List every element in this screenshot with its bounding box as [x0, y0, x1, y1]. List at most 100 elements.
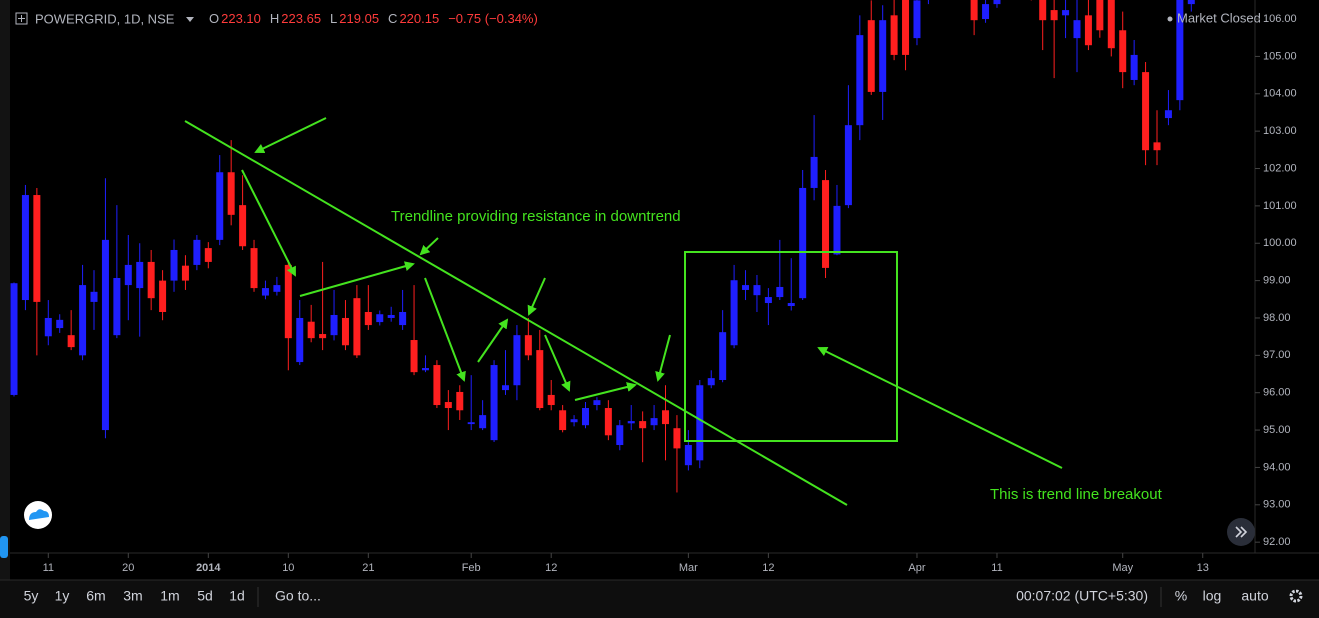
side-toggle[interactable] — [0, 536, 8, 558]
candle-body — [867, 20, 875, 92]
ohlc-value: 219.05 — [339, 11, 379, 26]
option-button[interactable]: log — [1203, 588, 1222, 604]
candle-body — [616, 425, 624, 446]
y-tick-label: 100.00 — [1263, 237, 1297, 249]
arrow — [241, 169, 296, 277]
candle-body — [124, 264, 132, 286]
candle-body — [56, 319, 64, 329]
candle-body — [639, 421, 647, 429]
candle-body — [799, 187, 807, 299]
ohlc-label: L — [330, 11, 337, 26]
x-tick-label: 20 — [122, 562, 134, 574]
candle-body — [444, 402, 452, 409]
candle-body — [410, 340, 418, 373]
range-button[interactable]: 1y — [55, 588, 70, 604]
candle-body — [216, 172, 224, 240]
option-button[interactable]: % — [1175, 588, 1187, 604]
range-button[interactable]: 3m — [123, 588, 142, 604]
range-button[interactable]: 5y — [24, 588, 39, 604]
candle-body — [136, 261, 144, 289]
candle-body — [559, 410, 567, 431]
candle-body — [513, 335, 521, 386]
candle-body — [330, 314, 338, 336]
x-tick-label: Apr — [908, 562, 925, 574]
settings-button[interactable] — [1289, 589, 1303, 603]
annotation: This is trend line breakout — [990, 486, 1163, 503]
candle-body — [193, 239, 201, 265]
left-strip — [0, 0, 10, 580]
arrow — [299, 261, 415, 297]
candle-body — [319, 334, 327, 339]
candle-body — [787, 303, 795, 307]
candle-body — [376, 314, 384, 323]
y-tick-label: 104.00 — [1263, 88, 1297, 100]
range-button[interactable]: 1m — [160, 588, 179, 604]
candle-body — [982, 4, 990, 20]
candle-body — [879, 20, 887, 92]
goto-button[interactable]: Go to... — [275, 588, 321, 604]
candle-body — [684, 445, 692, 466]
y-tick-label: 101.00 — [1263, 200, 1297, 212]
candle-body — [501, 385, 509, 391]
logo-cloud — [29, 509, 49, 520]
ohlc-value: 220.15 — [399, 11, 439, 26]
x-tick-label: Mar — [679, 562, 698, 574]
candle-body — [844, 125, 852, 206]
candle-body — [456, 391, 464, 411]
candle-body — [890, 15, 898, 55]
candle-body — [479, 415, 487, 429]
arrow — [817, 347, 1063, 469]
range-button[interactable]: 1d — [229, 588, 245, 604]
candle-body — [1084, 15, 1092, 46]
candle-body — [536, 350, 544, 409]
candle-body — [147, 261, 155, 299]
range-button[interactable]: 6m — [86, 588, 105, 604]
candle-body — [1176, 0, 1184, 101]
dropdown-caret[interactable] — [186, 17, 194, 22]
candle-body — [833, 205, 841, 255]
plot-area — [10, 0, 1195, 493]
candle-body — [239, 205, 247, 247]
range-button[interactable]: 5d — [197, 588, 213, 604]
arrow — [254, 117, 327, 154]
scroll-icon — [1235, 526, 1248, 538]
candle-body — [353, 298, 361, 356]
candle-body — [467, 422, 475, 425]
symbol-icon[interactable] — [15, 12, 28, 25]
symbol[interactable]: POWERGRID, 1D, NSE — [35, 11, 175, 26]
candle-body — [1119, 30, 1127, 73]
candle-body — [1073, 20, 1081, 39]
candle-body — [810, 156, 818, 188]
y-tick-label: 95.00 — [1263, 424, 1291, 436]
annotation: Trendline providing resistance in downtr… — [391, 208, 681, 225]
y-tick-label: 92.00 — [1263, 536, 1291, 548]
arrow — [419, 237, 439, 256]
candle-body — [284, 264, 292, 339]
candle-body — [1050, 10, 1058, 21]
arrow — [655, 334, 671, 382]
candle-body — [399, 311, 407, 326]
x-tick-label: 10 — [282, 562, 294, 574]
candle-body — [1153, 142, 1161, 151]
y-tick-label: 94.00 — [1263, 461, 1291, 473]
candle-body — [902, 0, 910, 55]
y-tick-label: 99.00 — [1263, 275, 1291, 287]
arrow — [477, 318, 509, 363]
candle-body — [101, 239, 109, 431]
candle-body — [719, 332, 727, 381]
option-button[interactable]: auto — [1241, 588, 1268, 604]
candle-body — [490, 365, 498, 441]
breakout-box — [684, 251, 898, 442]
candle-body — [250, 248, 258, 289]
ohlc-value: 223.10 — [221, 11, 261, 26]
candle-body — [707, 378, 715, 386]
candle-body — [547, 394, 555, 406]
candle-body — [261, 288, 269, 296]
ohlc-label: O — [209, 11, 219, 26]
candle-body — [296, 317, 304, 363]
candle-body — [204, 248, 212, 262]
candle-body — [67, 335, 75, 348]
candle-body — [364, 311, 372, 326]
candle-body — [662, 410, 670, 425]
